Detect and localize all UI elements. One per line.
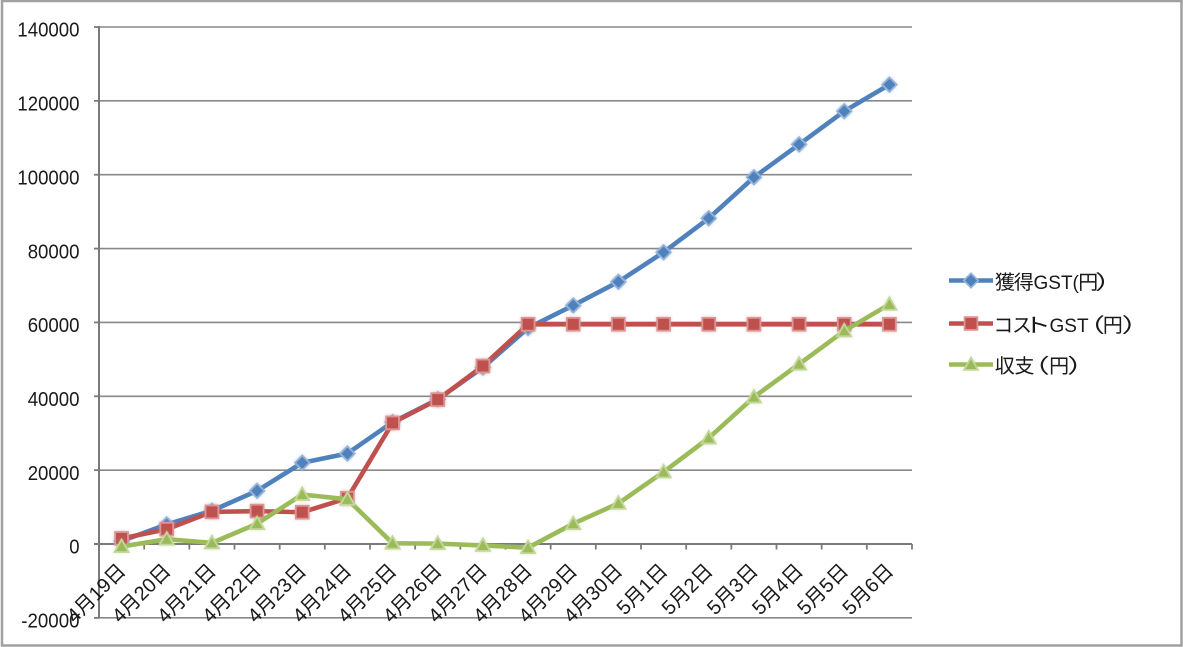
svg-text:120000: 120000 — [17, 93, 79, 116]
svg-text:140000: 140000 — [17, 19, 79, 42]
svg-text:40000: 40000 — [28, 388, 80, 411]
svg-text:20000: 20000 — [28, 462, 80, 485]
svg-text:-20000: -20000 — [21, 610, 79, 633]
svg-text:60000: 60000 — [28, 314, 80, 337]
svg-text:80000: 80000 — [28, 240, 80, 263]
svg-text:GST(: GST( — [1034, 273, 1080, 294]
svg-text:GST: GST — [1050, 316, 1089, 337]
svg-text:0: 0 — [69, 536, 79, 559]
svg-text:100000: 100000 — [17, 166, 79, 189]
